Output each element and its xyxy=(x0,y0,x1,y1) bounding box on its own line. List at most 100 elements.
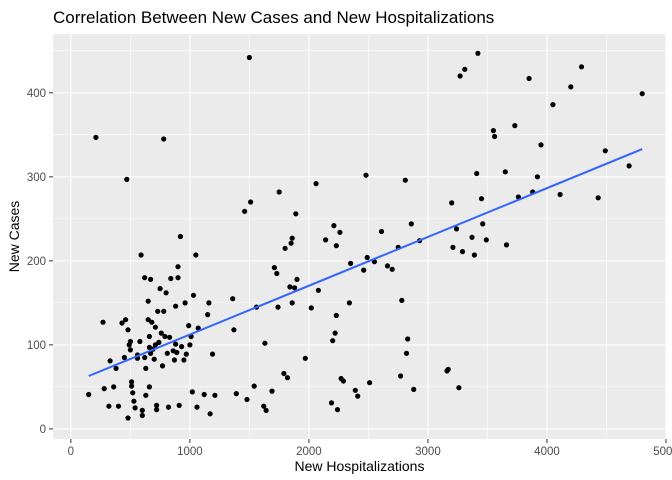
data-point xyxy=(149,319,155,325)
data-point xyxy=(302,355,308,361)
data-point xyxy=(328,400,335,406)
data-point xyxy=(578,64,585,70)
data-point xyxy=(276,189,282,195)
data-point xyxy=(502,169,508,175)
minor-gridlines xyxy=(53,34,666,439)
y-axis-title: New Cases xyxy=(6,201,22,273)
y-tick-label: 200 xyxy=(27,256,46,268)
data-point xyxy=(251,383,257,389)
data-point xyxy=(146,333,152,340)
data-point xyxy=(534,174,541,180)
y-tick-label: 0 xyxy=(40,424,46,436)
data-point xyxy=(154,402,160,408)
data-point xyxy=(168,275,174,282)
data-point xyxy=(127,347,133,353)
data-point xyxy=(146,384,152,390)
chart-title: Correlation Between New Cases and New Ho… xyxy=(53,8,494,27)
data-point xyxy=(142,275,148,281)
data-point xyxy=(288,240,294,246)
data-point xyxy=(352,387,358,393)
data-point xyxy=(269,388,275,394)
data-point xyxy=(402,177,408,183)
data-point xyxy=(205,312,211,318)
data-point xyxy=(337,229,343,235)
data-point xyxy=(106,403,112,409)
data-point xyxy=(143,392,149,398)
data-point xyxy=(512,123,518,129)
data-point xyxy=(137,338,143,345)
data-point xyxy=(129,379,135,385)
data-point xyxy=(315,287,321,293)
data-point xyxy=(121,354,127,361)
data-point xyxy=(483,237,489,243)
data-point xyxy=(212,392,218,398)
data-point xyxy=(100,319,106,325)
data-point xyxy=(289,235,295,241)
data-point xyxy=(490,128,496,134)
data-point xyxy=(189,389,195,395)
x-tick-label: 0 xyxy=(68,446,74,458)
data-point xyxy=(348,260,354,266)
data-point xyxy=(346,300,352,306)
data-point xyxy=(287,284,293,290)
data-point xyxy=(471,252,477,258)
data-point xyxy=(190,292,197,298)
data-point xyxy=(111,384,117,390)
data-point xyxy=(161,308,167,314)
data-point xyxy=(550,102,556,108)
data-point xyxy=(119,320,125,326)
data-point xyxy=(193,252,199,258)
trend-line xyxy=(88,148,643,377)
data-point xyxy=(246,54,252,61)
data-point xyxy=(176,402,182,408)
data-point xyxy=(171,357,177,363)
data-point xyxy=(159,363,166,369)
data-point xyxy=(364,254,370,261)
data-point xyxy=(179,344,185,350)
data-point xyxy=(152,324,158,330)
data-point xyxy=(333,243,339,249)
data-point xyxy=(453,226,460,232)
data-point xyxy=(626,163,632,169)
data-point xyxy=(230,296,236,302)
data-point xyxy=(93,134,99,140)
data-point xyxy=(398,373,404,379)
data-point xyxy=(148,276,154,282)
x-tick-label: 4000 xyxy=(534,446,560,458)
data-point xyxy=(480,221,486,227)
data-point xyxy=(271,265,277,271)
data-point xyxy=(174,349,180,356)
y-axis-ticks: 0 100 200 300 400 xyxy=(27,88,53,436)
x-tick-label: 2000 xyxy=(296,446,322,458)
data-point xyxy=(154,407,160,413)
plot-panel xyxy=(53,34,666,439)
data-point xyxy=(206,300,212,306)
data-point xyxy=(475,50,481,56)
data-point xyxy=(557,191,563,198)
data-point xyxy=(207,411,213,417)
data-point xyxy=(469,234,475,240)
data-point xyxy=(334,407,341,413)
x-tick-label: 1000 xyxy=(177,446,203,458)
y-tick-label: 100 xyxy=(27,340,46,352)
data-point xyxy=(526,75,532,82)
data-point xyxy=(183,351,189,357)
data-point xyxy=(139,412,145,419)
data-point xyxy=(233,391,239,397)
data-point xyxy=(86,391,92,398)
data-point xyxy=(158,330,164,336)
data-point xyxy=(242,208,248,214)
data-point xyxy=(289,300,295,306)
data-point xyxy=(123,317,129,323)
data-point xyxy=(474,170,480,177)
data-point xyxy=(456,385,462,391)
data-point xyxy=(164,350,170,356)
data-point xyxy=(459,249,466,255)
data-point xyxy=(462,66,468,72)
data-point xyxy=(367,380,373,386)
data-point xyxy=(161,136,167,142)
data-point xyxy=(450,244,456,250)
data-point xyxy=(281,370,287,377)
